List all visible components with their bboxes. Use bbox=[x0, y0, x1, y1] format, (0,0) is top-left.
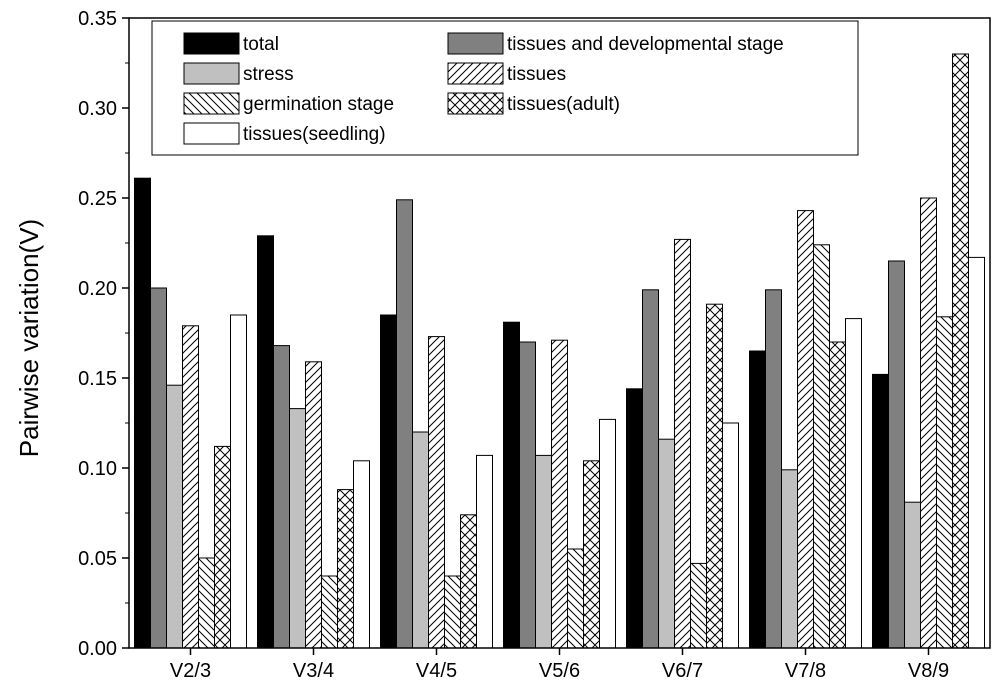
bar-tissues-v8-9 bbox=[920, 197, 937, 649]
y-tick-label: 0.35 bbox=[78, 8, 117, 30]
legend-label-germination-stage: germination stage bbox=[243, 94, 394, 115]
bar-tissues-adult-v8-9 bbox=[952, 53, 969, 649]
y-tick-label: 0.20 bbox=[78, 278, 117, 300]
legend-swatch-germination-stage bbox=[183, 92, 240, 115]
bar-tissues-v3-4 bbox=[305, 361, 322, 649]
bar-stress-v2-3 bbox=[166, 384, 183, 649]
x-tick-label-v2-3: V2/3 bbox=[170, 660, 211, 682]
bar-tissues-and-developmental-stage-v7-8 bbox=[765, 289, 782, 649]
bar-tissues-seedling-v3-4 bbox=[353, 460, 370, 649]
y-tick-label: 0.15 bbox=[78, 368, 117, 390]
axes: V2/3 V3/4 V4/5 V5/6 V6/7 V7/8 V8/9 0.00 0.05 0.10… bbox=[78, 8, 991, 682]
bar-tissues-adult-v6-7 bbox=[706, 303, 723, 649]
y-tick-label: 0.00 bbox=[78, 638, 117, 660]
legend-label-stress: stress bbox=[243, 64, 294, 85]
legend-label-total: total bbox=[243, 34, 279, 55]
bar-germination-stage-v5-6 bbox=[567, 548, 584, 649]
bar-tissues-adult-v4-5 bbox=[460, 514, 477, 649]
bar-tissues-seedling-v7-8 bbox=[845, 318, 862, 649]
bar-tissues-adult-v2-3 bbox=[214, 445, 231, 649]
legend-swatch-stress bbox=[183, 62, 240, 85]
bar-germination-stage-v8-9 bbox=[936, 316, 953, 649]
bar-tissues-v5-6 bbox=[551, 339, 568, 649]
bar-tissues-and-developmental-stage-v5-6 bbox=[519, 341, 536, 649]
bar-tissues-v4-5 bbox=[428, 336, 445, 649]
bar-total-v8-9 bbox=[872, 373, 889, 649]
bar-germination-stage-v2-3 bbox=[198, 557, 215, 649]
x-tick-label-v3-4: V3/4 bbox=[293, 660, 334, 682]
bar-total-v3-4 bbox=[257, 235, 274, 649]
bar-stress-v3-4 bbox=[289, 408, 306, 649]
x-tick-label-v4-5: V4/5 bbox=[416, 660, 457, 682]
bar-total-v6-7 bbox=[626, 388, 643, 649]
bar-tissues-seedling-v8-9 bbox=[968, 256, 985, 649]
bar-tissues-v7-8 bbox=[797, 210, 814, 649]
legend-box bbox=[151, 20, 859, 156]
bar-stress-v5-6 bbox=[535, 454, 552, 649]
legend-swatch-tissues-adult bbox=[447, 92, 504, 115]
legend-label-tissues: tissues bbox=[507, 64, 566, 85]
bar-tissues-and-developmental-stage-v6-7 bbox=[642, 289, 659, 649]
bar-total-v5-6 bbox=[503, 321, 520, 649]
legend: total tissues and developmental stage stre… bbox=[151, 20, 859, 156]
legend-swatch-tissues bbox=[447, 62, 504, 85]
bar-tissues-seedling-v6-7 bbox=[722, 422, 739, 649]
bar-total-v4-5 bbox=[380, 314, 397, 649]
bar-tissues-and-developmental-stage-v2-3 bbox=[150, 287, 167, 649]
bar-stress-v6-7 bbox=[658, 438, 675, 649]
bar-germination-stage-v3-4 bbox=[321, 575, 338, 649]
bar-tissues-adult-v7-8 bbox=[829, 341, 846, 649]
y-tick-label: 0.10 bbox=[78, 458, 117, 480]
x-tick-label-v7-8: V7/8 bbox=[785, 660, 826, 682]
bar-germination-stage-v7-8 bbox=[813, 244, 830, 649]
x-tick-label-v6-7: V6/7 bbox=[662, 660, 703, 682]
bar-tissues-and-developmental-stage-v3-4 bbox=[273, 345, 290, 649]
bar-germination-stage-v4-5 bbox=[444, 575, 461, 649]
y-axis-title: Pairwise variation(V) bbox=[14, 219, 44, 457]
legend-swatch-total bbox=[183, 32, 240, 55]
bar-tissues-seedling-v4-5 bbox=[476, 454, 493, 649]
bar-tissues-adult-v3-4 bbox=[337, 489, 354, 649]
bar-tissues-adult-v5-6 bbox=[583, 460, 600, 649]
bar-tissues-v2-3 bbox=[182, 325, 199, 649]
y-tick-label: 0.25 bbox=[78, 188, 117, 210]
bar-stress-v4-5 bbox=[412, 431, 429, 649]
bar-stress-v7-8 bbox=[781, 469, 798, 649]
x-tick-label-v5-6: V5/6 bbox=[539, 660, 580, 682]
bar-stress-v8-9 bbox=[904, 501, 921, 649]
x-tick-label-v8-9: V8/9 bbox=[908, 660, 949, 682]
bar-tissues-and-developmental-stage-v4-5 bbox=[396, 199, 413, 649]
legend-swatch-tissues-and-developmental-stage bbox=[447, 32, 504, 55]
bar-germination-stage-v6-7 bbox=[690, 562, 707, 649]
y-tick-label: 0.30 bbox=[78, 98, 117, 120]
bar-tissues-seedling-v5-6 bbox=[599, 418, 616, 649]
y-tick-label: 0.05 bbox=[78, 548, 117, 570]
bar-tissues-and-developmental-stage-v8-9 bbox=[888, 260, 905, 649]
bar-tissues-seedling-v2-3 bbox=[230, 314, 247, 649]
bar-tissues-v6-7 bbox=[674, 238, 691, 649]
bar-total-v2-3 bbox=[134, 177, 151, 649]
legend-swatch-tissues-seedling bbox=[183, 122, 240, 145]
legend-label-tissues-seedling: tissues(seedling) bbox=[243, 124, 386, 145]
legend-label-tissues-adult: tissues(adult) bbox=[507, 94, 620, 115]
legend-label-tissues-and-developmental-stage: tissues and developmental stage bbox=[507, 34, 784, 55]
bar-total-v7-8 bbox=[749, 350, 766, 649]
